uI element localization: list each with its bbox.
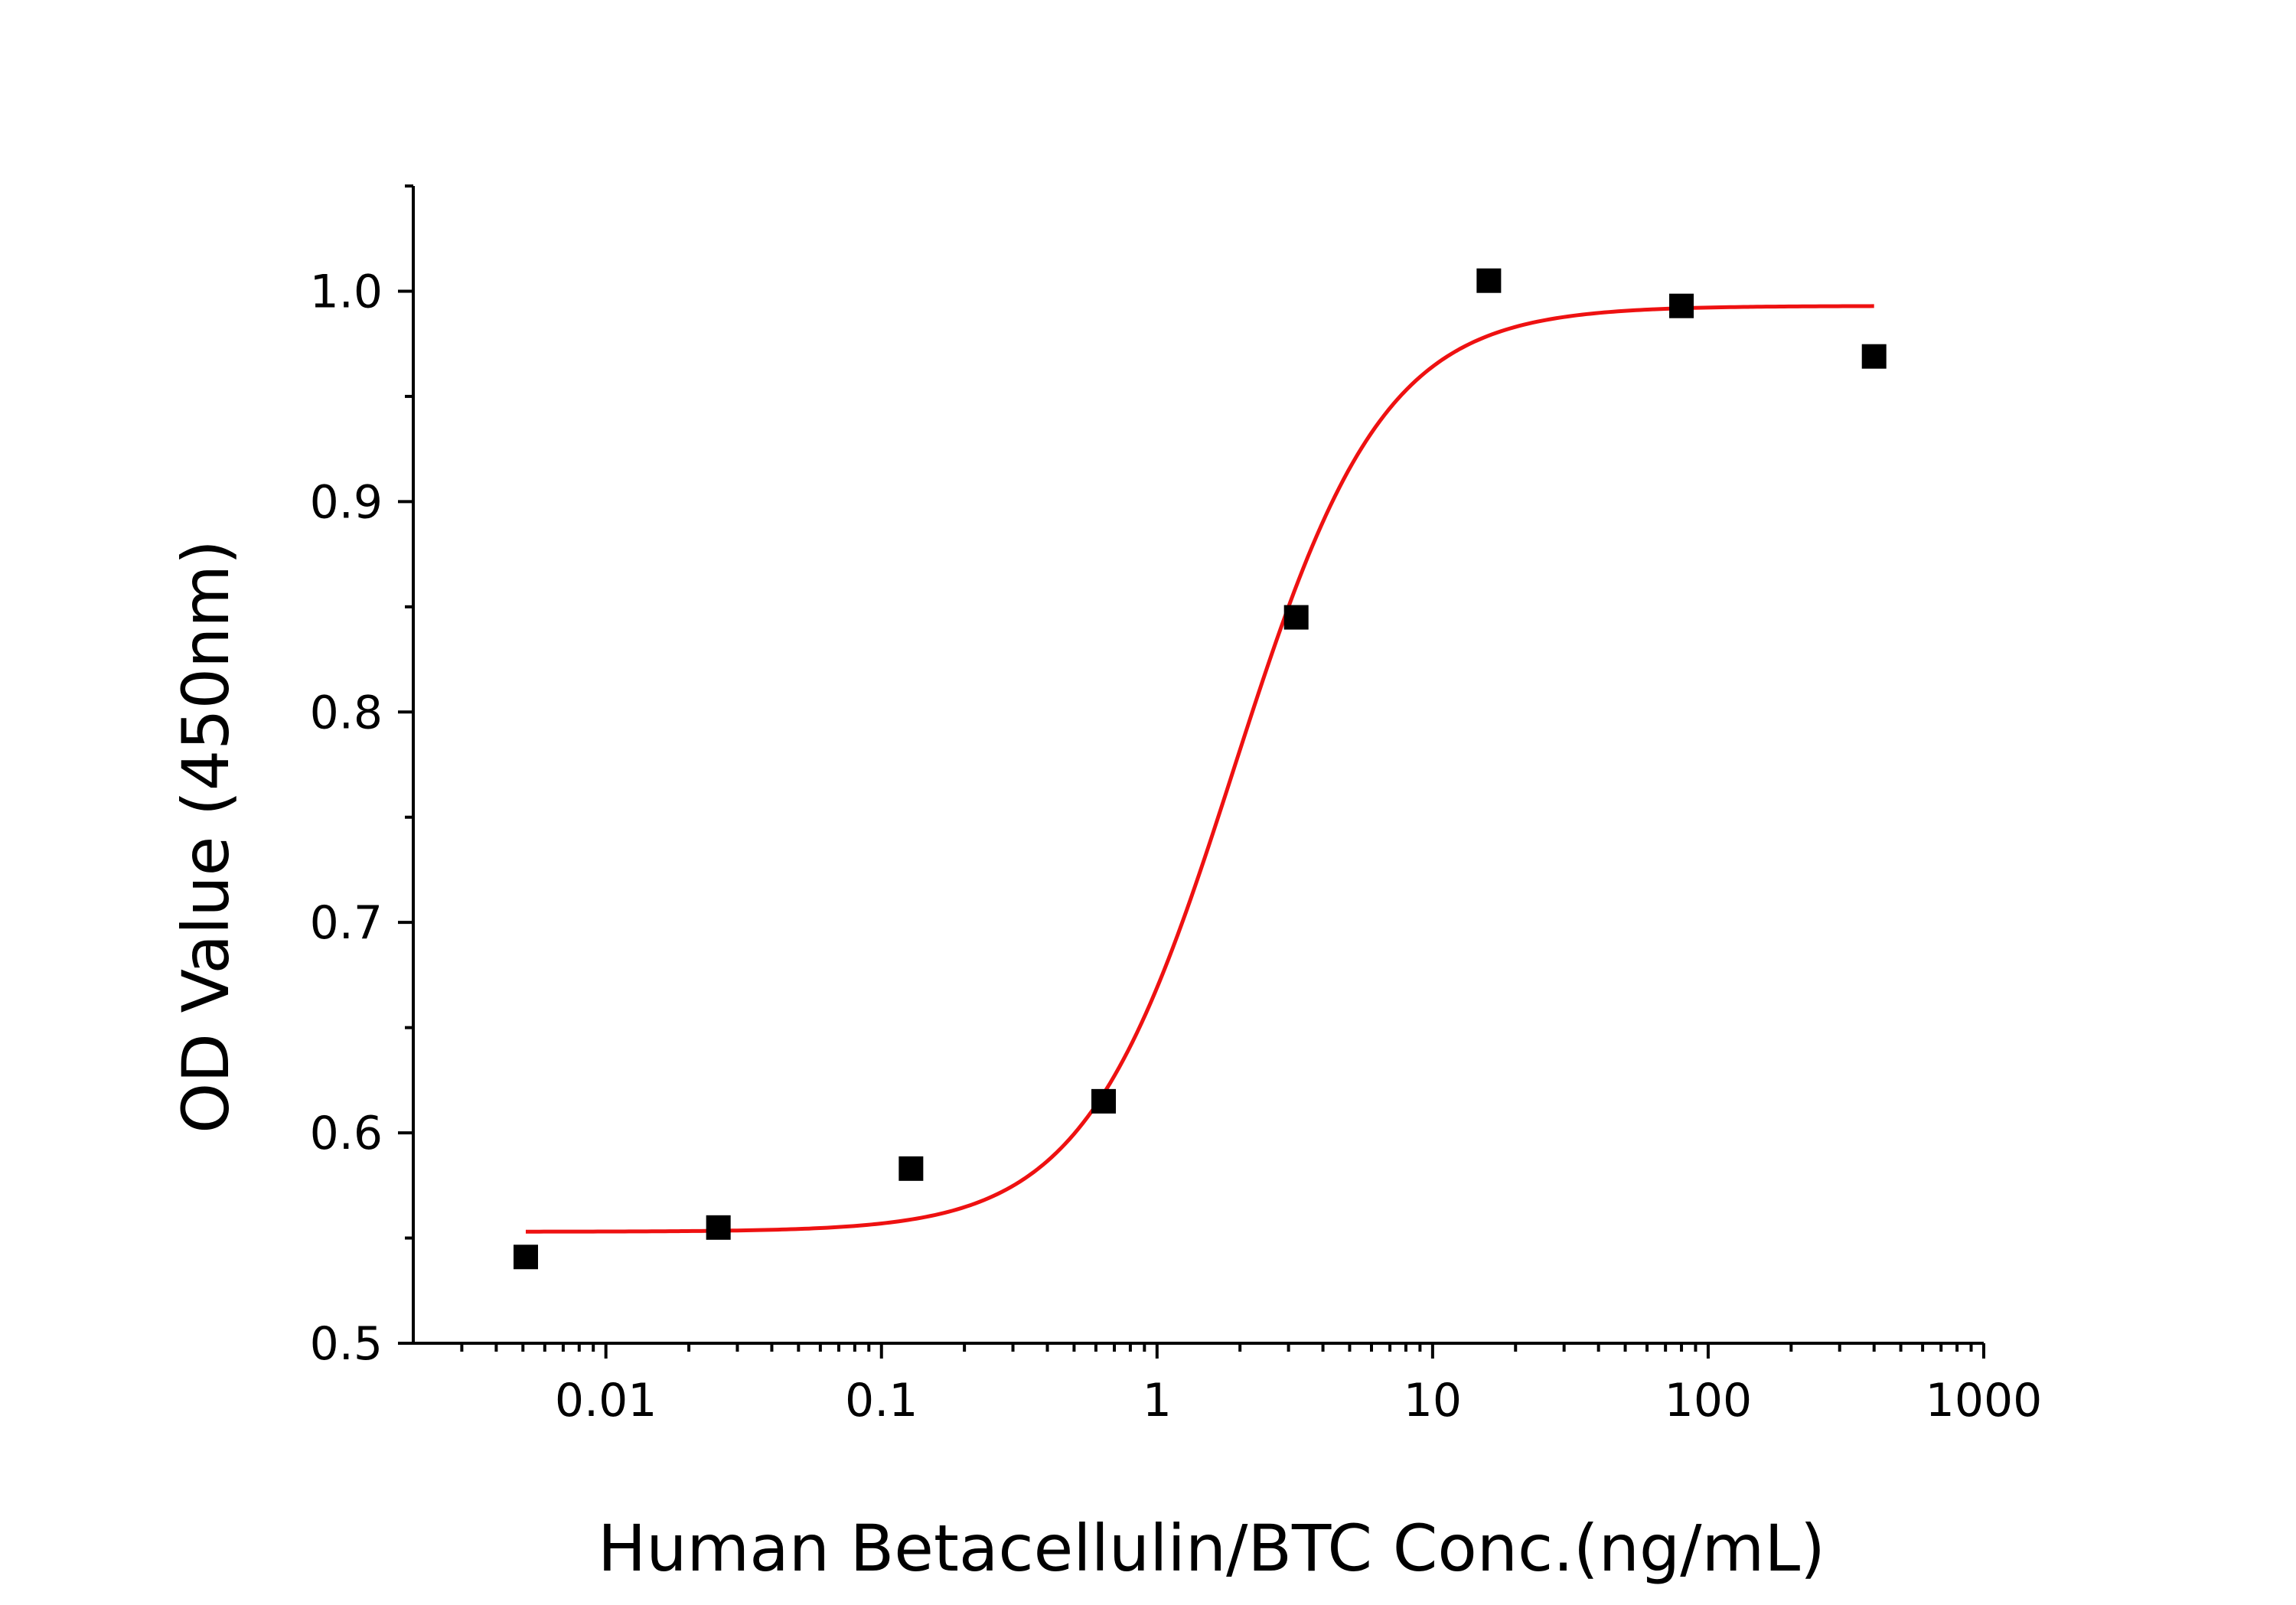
data-point (899, 1156, 924, 1181)
data-point (706, 1215, 731, 1240)
x-tick-label: 0.01 (555, 1374, 657, 1427)
y-tick-label: 0.7 (310, 896, 383, 950)
x-axis-title: Human Betacellulin/BTC Conc.(ng/mL) (598, 1511, 1825, 1586)
data-point (1861, 344, 1887, 369)
data-point (1476, 268, 1502, 293)
x-tick-label: 1000 (1926, 1374, 2043, 1427)
data-point (513, 1245, 538, 1270)
x-tick-label: 0.1 (845, 1374, 918, 1427)
data-points (513, 268, 1887, 1270)
y-axis-title: OD Value (450nm) (168, 540, 243, 1134)
x-tick-label: 10 (1404, 1374, 1462, 1427)
y-tick-label: 1.0 (310, 265, 383, 318)
y-tick-label: 0.9 (310, 475, 383, 529)
data-point (1091, 1088, 1117, 1114)
fit-curve (525, 304, 1874, 1234)
y-tick-labels: 0.5 0.6 0.7 0.8 0.9 1.0 (310, 265, 383, 1371)
data-point (1669, 293, 1694, 318)
x-tick-labels: 0.01 0.1 1 10 100 1000 (555, 1374, 2042, 1427)
axes (398, 184, 1985, 1359)
data-point (1283, 605, 1309, 630)
y-tick-label: 0.6 (310, 1107, 383, 1160)
y-tick-label: 0.5 (310, 1317, 383, 1371)
x-tick-label: 100 (1665, 1374, 1753, 1427)
x-tick-label: 1 (1143, 1374, 1172, 1427)
y-tick-label: 0.8 (310, 686, 383, 739)
